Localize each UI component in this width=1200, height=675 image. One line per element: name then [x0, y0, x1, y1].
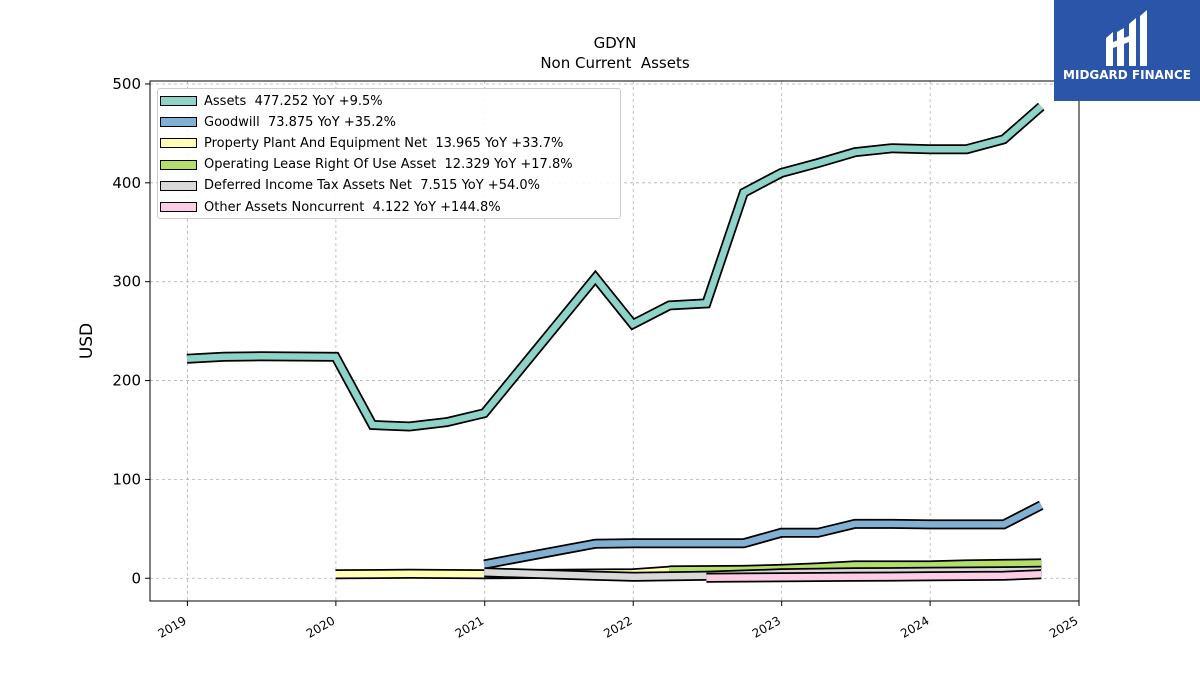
legend-swatch — [160, 159, 197, 170]
y-tick-label: 200 — [112, 372, 141, 390]
plot-frame — [149, 80, 1080, 602]
x-tick-label: 2025 — [1047, 613, 1080, 640]
legend-swatch — [160, 202, 197, 212]
x-tick-label: 2024 — [898, 613, 931, 640]
legend-item: Property Plant And Equipment Net 13.965 … — [158, 134, 563, 152]
legend-swatch — [160, 117, 197, 128]
chart-title: GDYN — [594, 34, 637, 52]
x-tick-label: 2021 — [453, 613, 486, 640]
series-1 — [186, 102, 1045, 432]
legend-item: Goodwill 73.875 YoY +35.2% — [158, 113, 396, 131]
chart-legend: Assets 477.252 YoY +9.5% Goodwill 73.875 … — [157, 88, 621, 219]
legend-swatch — [160, 96, 197, 106]
series-2 — [483, 500, 1044, 570]
legend-item: Operating Lease Right Of Use Asset 12.32… — [158, 156, 573, 174]
brand-name: MIDGARD FINANCE — [1063, 68, 1191, 82]
y-tick-label: 400 — [112, 174, 141, 192]
legend-swatch — [160, 180, 197, 191]
chart-subtitle: Non Current Assets — [540, 54, 690, 72]
legend-item: Deferred Income Tax Assets Net 7.515 YoY… — [158, 177, 540, 195]
y-axis-label: USD — [77, 323, 97, 359]
midgard-logo-icon — [1106, 10, 1147, 66]
series-line — [706, 570, 1042, 582]
y-tick-label: 100 — [112, 470, 141, 488]
x-tick-label: 2022 — [601, 613, 634, 640]
legend-swatch — [160, 138, 197, 149]
series-line — [186, 104, 1044, 430]
x-tick-label: 2020 — [304, 613, 337, 640]
legend-label: Goodwill 73.875 YoY +35.2% — [204, 114, 397, 130]
legend-label: Operating Lease Right Of Use Asset 12.32… — [204, 157, 573, 173]
y-tick-label: 300 — [112, 273, 141, 291]
x-tick-label: 2023 — [750, 613, 783, 640]
series-6 — [706, 569, 1042, 583]
legend-item: Other Assets Noncurrent 4.122 YoY +144.8… — [158, 198, 501, 216]
brand-badge: MIDGARD FINANCE — [1054, 0, 1200, 101]
series-line — [483, 502, 1043, 568]
legend-item: Assets 477.252 YoY +9.5% — [158, 92, 383, 110]
legend-label: Deferred Income Tax Assets Net 7.515 YoY… — [204, 178, 540, 194]
x-tick-label: 2019 — [155, 613, 188, 640]
legend-label: Other Assets Noncurrent 4.122 YoY +144.8… — [204, 199, 501, 215]
legend-label: Property Plant And Equipment Net 13.965 … — [204, 135, 564, 151]
y-tick-label: 500 — [112, 75, 141, 93]
series-layer — [186, 102, 1045, 583]
y-tick-label: 0 — [131, 569, 141, 587]
legend-label: Assets 477.252 YoY +9.5% — [204, 93, 383, 109]
